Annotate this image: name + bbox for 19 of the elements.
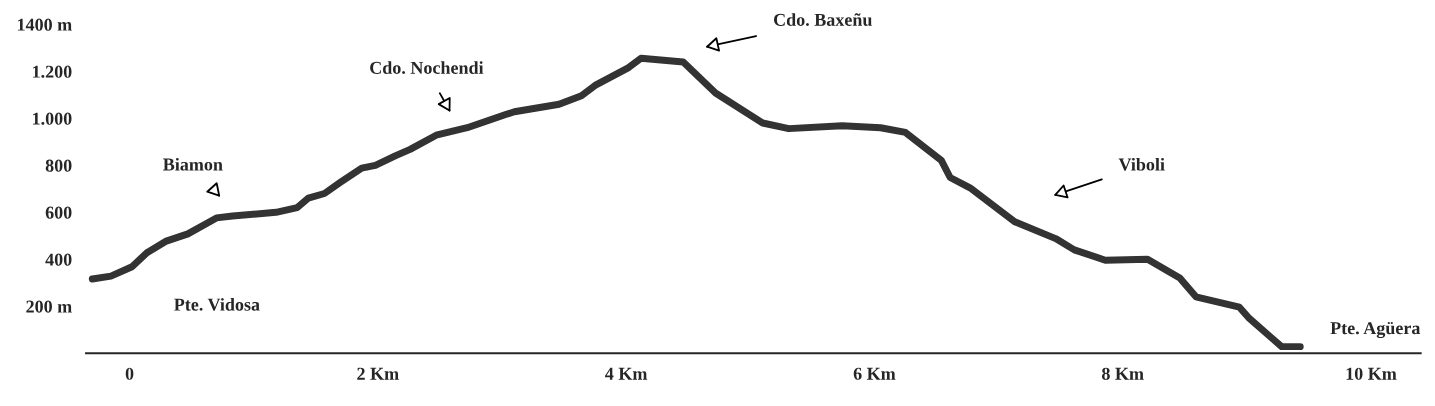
y-tick-label: 200 m	[26, 300, 72, 313]
y-tick-label: 600	[45, 206, 72, 219]
y-tick-label: 1.200	[33, 65, 72, 78]
annotation: Biamon	[163, 157, 223, 171]
y-tick-label: 400	[45, 253, 72, 266]
annotation: Cdo. Nochendi	[370, 61, 484, 75]
annotation: Pte. Agüera	[1330, 321, 1421, 339]
x-tick-label: 10 Km	[1346, 367, 1397, 380]
x-tick-label: 2 Km	[357, 367, 399, 380]
y-tick-label: 800	[45, 159, 72, 172]
y-tick-label: 1400 m	[17, 18, 72, 31]
annotation: Viboli	[1118, 157, 1165, 171]
y-tick-label: 1.000	[33, 112, 72, 125]
x-tick-label: 6 Km	[853, 367, 896, 380]
x-tick-label: 4 Km	[605, 367, 648, 380]
annotation: Pte. Vidosa	[174, 298, 260, 311]
x-tick-label: 0	[125, 367, 134, 380]
annotation: Cdo. Baxeñu	[773, 13, 872, 26]
x-tick-label: 8 Km	[1101, 367, 1144, 380]
